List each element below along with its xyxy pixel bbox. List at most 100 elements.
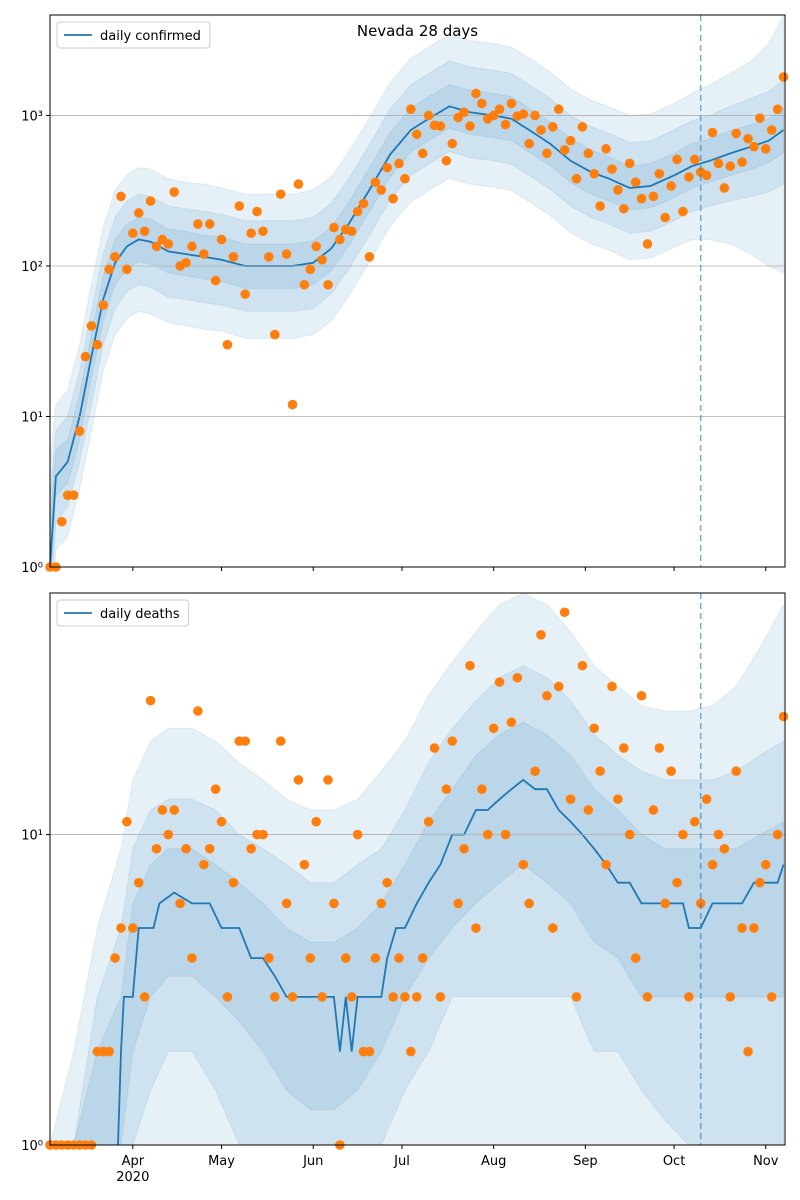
data-point <box>441 784 452 795</box>
data-point <box>766 992 777 1002</box>
data-point <box>542 148 552 159</box>
data-point <box>577 122 588 132</box>
data-point <box>406 104 416 115</box>
data-point <box>530 766 540 776</box>
data-point <box>536 125 546 135</box>
data-point <box>512 672 523 683</box>
data-point <box>678 829 688 840</box>
confidence-band <box>50 593 784 1145</box>
data-point <box>743 133 753 144</box>
data-point <box>163 829 174 840</box>
data-point <box>317 992 327 1002</box>
data-point <box>388 193 398 204</box>
data-point <box>772 104 783 115</box>
data-point <box>370 177 381 188</box>
data-point <box>181 843 191 854</box>
data-point <box>648 191 659 202</box>
data-point <box>778 72 789 82</box>
data-point <box>305 953 316 963</box>
data-point <box>394 953 404 963</box>
data-point <box>684 172 694 182</box>
data-point <box>654 743 665 753</box>
data-point <box>678 206 688 217</box>
data-point <box>157 805 168 815</box>
x-tick-label: Aug <box>480 1154 507 1169</box>
data-point <box>500 119 511 130</box>
data-point <box>636 690 647 701</box>
data-point <box>193 219 203 229</box>
data-point <box>329 898 339 909</box>
y-tick-label: 10⁰ <box>21 1139 43 1154</box>
data-point <box>518 109 529 119</box>
y-tick-label: 10³ <box>21 109 43 124</box>
data-point <box>471 923 481 933</box>
data-point <box>684 992 694 1002</box>
data-point <box>737 157 747 167</box>
data-point <box>122 816 132 827</box>
data-point <box>613 794 623 804</box>
data-point <box>417 953 428 963</box>
data-point <box>760 144 771 154</box>
data-point <box>376 185 387 195</box>
data-point <box>713 158 724 169</box>
data-point <box>542 690 552 701</box>
data-point <box>323 279 333 290</box>
data-point <box>269 992 280 1002</box>
data-point <box>222 992 233 1002</box>
data-point <box>57 516 67 527</box>
data-point <box>139 992 150 1002</box>
data-point <box>488 110 499 121</box>
data-point <box>459 843 469 854</box>
data-point <box>358 198 369 209</box>
data-point <box>400 992 410 1002</box>
data-point <box>210 275 221 286</box>
data-point <box>731 128 741 139</box>
data-point <box>216 816 227 827</box>
data-point <box>400 173 410 184</box>
data-point <box>435 121 446 131</box>
data-point <box>518 859 529 870</box>
data-point <box>660 898 671 909</box>
data-point <box>104 1046 114 1057</box>
data-point <box>187 953 197 963</box>
confidence-band <box>50 15 784 567</box>
data-point <box>370 953 381 963</box>
data-point <box>441 155 452 166</box>
data-point <box>299 279 310 290</box>
data-point <box>559 145 570 155</box>
data-point <box>281 898 292 909</box>
data-point <box>707 859 718 870</box>
plot-area <box>50 593 785 1145</box>
data-point <box>169 187 180 197</box>
data-point <box>672 154 682 165</box>
data-point <box>548 122 558 132</box>
data-point <box>654 168 665 179</box>
data-point <box>210 784 221 795</box>
data-point <box>264 252 274 262</box>
data-point <box>565 135 576 146</box>
data-point <box>216 234 227 245</box>
data-point <box>228 877 239 888</box>
data-point <box>275 736 286 746</box>
data-point <box>388 992 398 1002</box>
data-point <box>666 766 676 776</box>
data-point <box>672 877 682 888</box>
data-point <box>530 110 540 121</box>
data-point <box>429 743 440 753</box>
data-point <box>187 241 197 252</box>
data-point <box>465 121 475 131</box>
data-point <box>500 829 511 840</box>
y-tick-label: 10² <box>21 260 43 275</box>
data-point <box>778 711 789 722</box>
data-point <box>382 162 392 173</box>
data-point <box>98 300 109 310</box>
data-point <box>352 206 363 217</box>
data-point <box>601 859 611 870</box>
data-point <box>204 843 215 854</box>
data-point <box>352 829 363 840</box>
data-point <box>494 104 505 115</box>
data-point <box>743 1046 753 1057</box>
data-point <box>755 877 765 888</box>
data-point <box>163 239 174 249</box>
data-point <box>394 158 404 169</box>
